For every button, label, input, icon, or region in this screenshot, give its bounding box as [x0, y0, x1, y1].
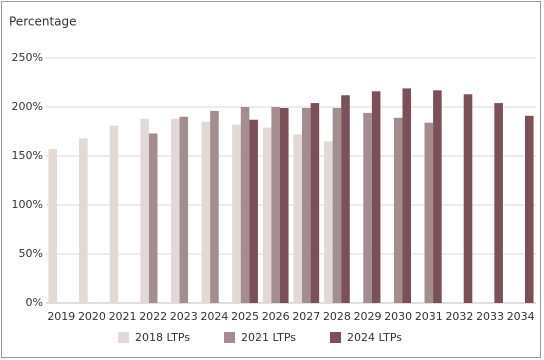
bar: [393, 117, 403, 303]
x-tick-label: 2019: [47, 310, 75, 323]
bar: [371, 91, 381, 303]
bar: [463, 94, 473, 303]
x-tick-label: 2033: [476, 310, 504, 323]
y-tick-label: 200%: [12, 100, 43, 113]
bar: [48, 149, 58, 303]
x-tick-label: 2034: [507, 310, 535, 323]
y-tick-label: 250%: [12, 51, 43, 64]
bar: [271, 107, 280, 303]
x-tick-label: 2031: [415, 310, 443, 323]
bar: [302, 107, 311, 303]
x-tick-label: 2025: [231, 310, 259, 323]
bar: [332, 107, 342, 303]
x-tick-label: 2021: [109, 310, 137, 323]
x-tick-label: 2024: [200, 310, 228, 323]
bar: [279, 107, 289, 303]
bar: [210, 110, 219, 303]
y-axis-title: Percentage: [9, 15, 77, 29]
bar: [494, 103, 503, 303]
bar: [402, 88, 412, 303]
bar: [179, 116, 189, 303]
legend-label: 2018 LTPs: [135, 331, 190, 344]
x-tick-label: 2020: [78, 310, 106, 323]
legend-swatch: [118, 332, 129, 343]
bar: [240, 107, 250, 303]
bar: [79, 138, 88, 303]
bar: [262, 127, 272, 303]
bar: [140, 118, 149, 303]
x-tick-label: 2022: [139, 310, 167, 323]
bar: [424, 122, 434, 304]
y-tick-label: 150%: [12, 149, 43, 162]
bar: [293, 134, 303, 303]
bar: [324, 141, 333, 303]
y-tick-label: 100%: [12, 198, 43, 211]
bar: [249, 119, 258, 304]
x-tick-label: 2027: [292, 310, 320, 323]
y-tick-label: 0%: [26, 296, 43, 309]
bar: [433, 90, 442, 303]
legend-swatch: [224, 332, 235, 343]
bar: [232, 124, 241, 303]
x-tick-label: 2023: [170, 310, 198, 323]
y-tick-label: 50%: [19, 247, 43, 260]
bar: [148, 133, 158, 303]
bar: [524, 115, 534, 303]
legend-label: 2024 LTPs: [347, 331, 402, 344]
bar: [310, 103, 320, 303]
bar: [201, 121, 211, 303]
legend-swatch: [330, 332, 341, 343]
x-tick-label: 2026: [262, 310, 290, 323]
x-tick-label: 2028: [323, 310, 351, 323]
x-tick-label: 2032: [445, 310, 473, 323]
bar: [341, 95, 350, 304]
bar: [170, 118, 180, 303]
x-tick-label: 2030: [384, 310, 412, 323]
legend-label: 2021 LTPs: [241, 331, 296, 344]
x-tick-label: 2029: [354, 310, 382, 323]
bar: [109, 125, 119, 304]
bar: [363, 112, 372, 303]
